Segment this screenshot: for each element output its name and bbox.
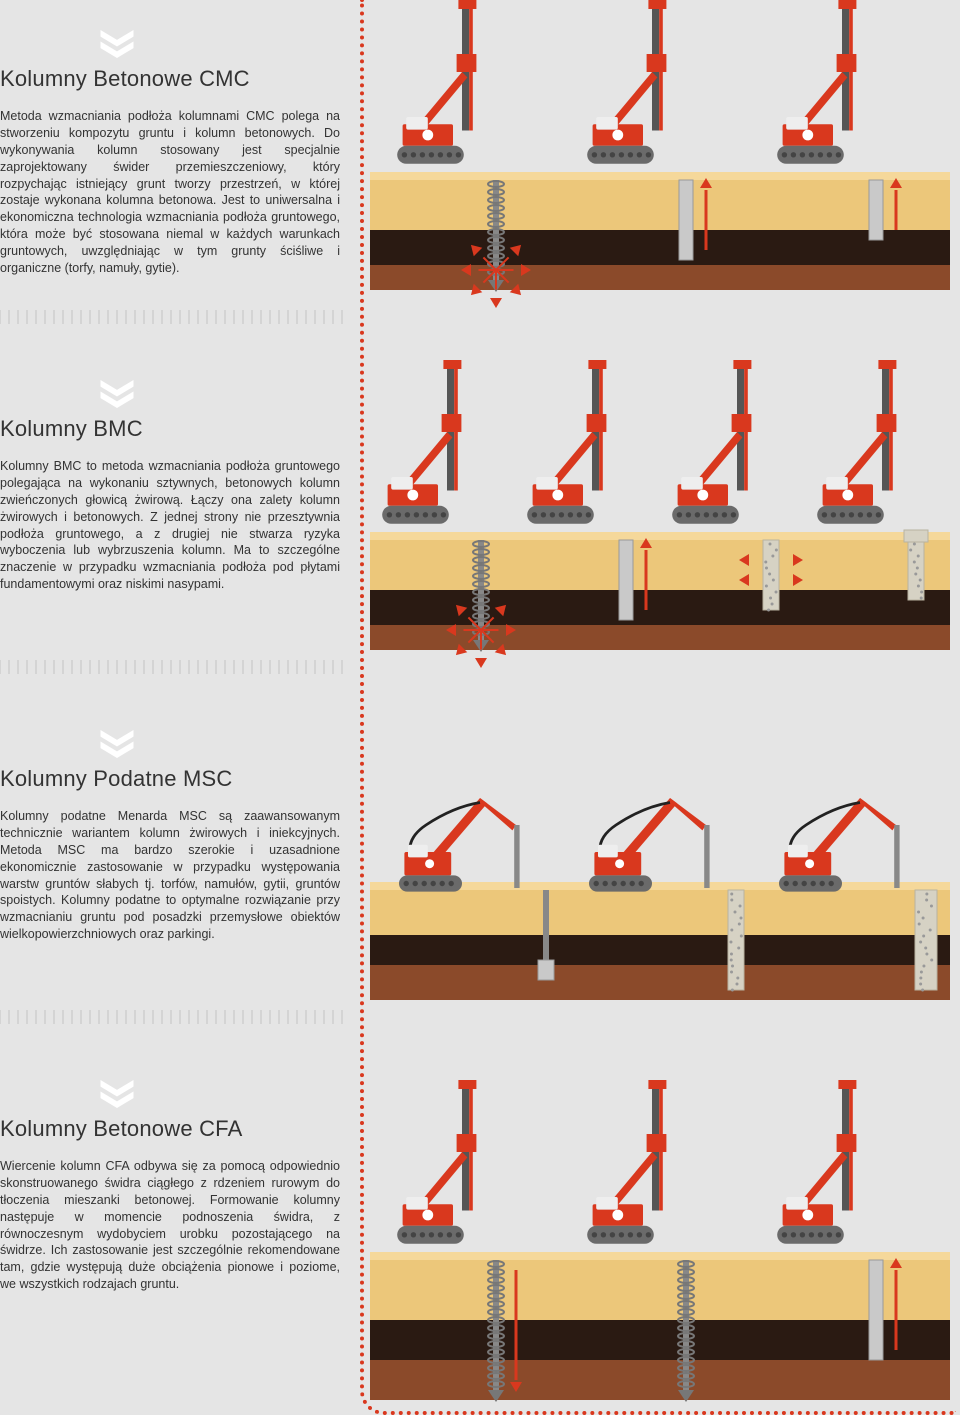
excavator-rig [580, 780, 724, 902]
illustration [370, 740, 950, 1000]
divider [0, 660, 350, 674]
drill-column [451, 540, 511, 665]
section-body: Kolumny podatne Menarda MSC są zaawansow… [0, 808, 340, 943]
section-body: Wiercenie kolumn CFA odbywa się za pomoc… [0, 1158, 340, 1293]
text-column: Kolumny Betonowe CFA Wiercenie kolumn CFA… [0, 1080, 340, 1293]
drilling-rig [520, 360, 628, 545]
section-body: Metoda wzmacniania podłoża kolumnami CMC… [0, 108, 340, 277]
section-title: Kolumny Betonowe CMC [0, 66, 340, 92]
chevron-down-icon [100, 730, 134, 758]
drilling-rig [770, 1080, 878, 1265]
drilling-rig [580, 1080, 688, 1265]
page: Kolumny Betonowe CMC Metoda wzmacniania p… [0, 0, 960, 1415]
excavator-rig [770, 780, 914, 902]
illustration [370, 360, 950, 650]
illustration [370, 0, 950, 290]
illustration [370, 1060, 950, 1400]
drilling-rig [770, 0, 878, 185]
drill-column [741, 540, 801, 635]
drilling-rig [810, 360, 918, 545]
drill-column [896, 890, 956, 1015]
excavator-rig [390, 780, 534, 902]
chevron-down-icon [100, 1080, 134, 1108]
drilling-rig [390, 1080, 498, 1265]
divider [0, 1010, 350, 1024]
section-title: Kolumny Podatne MSC [0, 766, 340, 792]
drill-column [596, 540, 656, 645]
drilling-rig [390, 0, 498, 185]
drill-column [846, 1260, 906, 1385]
chevron-down-icon [100, 380, 134, 408]
drilling-rig [665, 360, 773, 545]
drill-column [656, 1260, 716, 1415]
text-column: Kolumny Betonowe CMC Metoda wzmacniania p… [0, 30, 340, 277]
text-column: Kolumny Podatne MSC Kolumny podatne Menar… [0, 730, 340, 943]
drill-column [846, 180, 906, 265]
section-title: Kolumny Betonowe CFA [0, 1116, 340, 1142]
drill-column [656, 180, 716, 285]
drill-column [516, 890, 576, 1005]
drill-column [466, 1260, 526, 1415]
drilling-rig [375, 360, 483, 545]
drill-column [706, 890, 766, 1015]
text-column: Kolumny BMC Kolumny BMC to metoda wzmacni… [0, 380, 340, 593]
section-title: Kolumny BMC [0, 416, 340, 442]
drilling-rig [580, 0, 688, 185]
section-body: Kolumny BMC to metoda wzmacniania podłoż… [0, 458, 340, 593]
drill-column [886, 540, 946, 625]
drill-column [466, 180, 526, 305]
chevron-down-icon [100, 30, 134, 58]
divider [0, 310, 350, 324]
